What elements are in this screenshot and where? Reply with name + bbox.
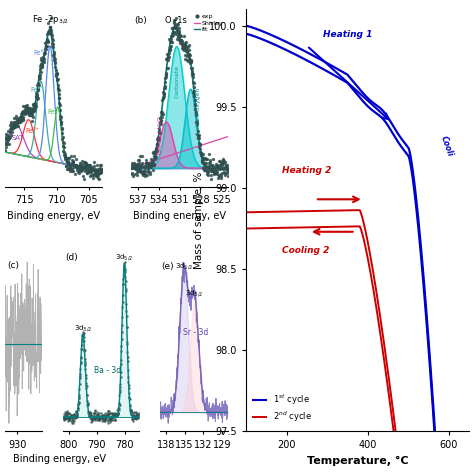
X-axis label: Binding energy, eV: Binding energy, eV <box>7 210 100 220</box>
Text: Fe³⁺: Fe³⁺ <box>30 87 44 93</box>
Text: Sr - 3d: Sr - 3d <box>183 328 209 337</box>
Text: 3d$_{3/2}$: 3d$_{3/2}$ <box>74 324 92 335</box>
Text: (c): (c) <box>8 261 20 270</box>
Legend: 1$^{st}$ cycle, 2$^{nd}$ cycle: 1$^{st}$ cycle, 2$^{nd}$ cycle <box>250 389 315 427</box>
Text: (d): (d) <box>65 253 78 262</box>
Text: Heating 1: Heating 1 <box>323 30 373 39</box>
Text: 3d$_{5/2}$: 3d$_{5/2}$ <box>115 253 134 263</box>
X-axis label: Temperature, °C: Temperature, °C <box>307 456 409 466</box>
Text: O -1s: O -1s <box>165 16 187 25</box>
X-axis label: Binding energy, eV: Binding energy, eV <box>133 210 226 220</box>
Text: Fe²⁺: Fe²⁺ <box>26 128 39 134</box>
Text: Fe -2p$_{3/2}$: Fe -2p$_{3/2}$ <box>31 14 69 27</box>
Text: 3d$_{5/2}$: 3d$_{5/2}$ <box>175 262 193 273</box>
Text: Cooli: Cooli <box>439 134 455 157</box>
Text: Fe²⁺: Fe²⁺ <box>48 109 62 115</box>
Text: (b): (b) <box>135 16 147 25</box>
Y-axis label: Mass of sample, %: Mass of sample, % <box>194 172 204 269</box>
Text: (e): (e) <box>161 262 173 271</box>
Legend: exp, Shirley, fit: exp, Shirley, fit <box>193 13 225 34</box>
Text: Carbonate: Carbonate <box>174 64 179 98</box>
Text: 3d$_{3/2}$: 3d$_{3/2}$ <box>185 289 204 299</box>
Text: Ba - 3d: Ba - 3d <box>94 366 121 375</box>
Text: Lattice oxygen: Lattice oxygen <box>196 88 201 134</box>
Text: Cooling 2: Cooling 2 <box>283 246 330 255</box>
Text: SAT: SAT <box>11 135 24 141</box>
Text: Fe³⁺: Fe³⁺ <box>33 50 47 55</box>
Text: Binding energy, eV: Binding energy, eV <box>13 454 106 464</box>
Text: Heating 2: Heating 2 <box>283 166 332 175</box>
Text: OH and H₂O: OH and H₂O <box>157 116 163 154</box>
